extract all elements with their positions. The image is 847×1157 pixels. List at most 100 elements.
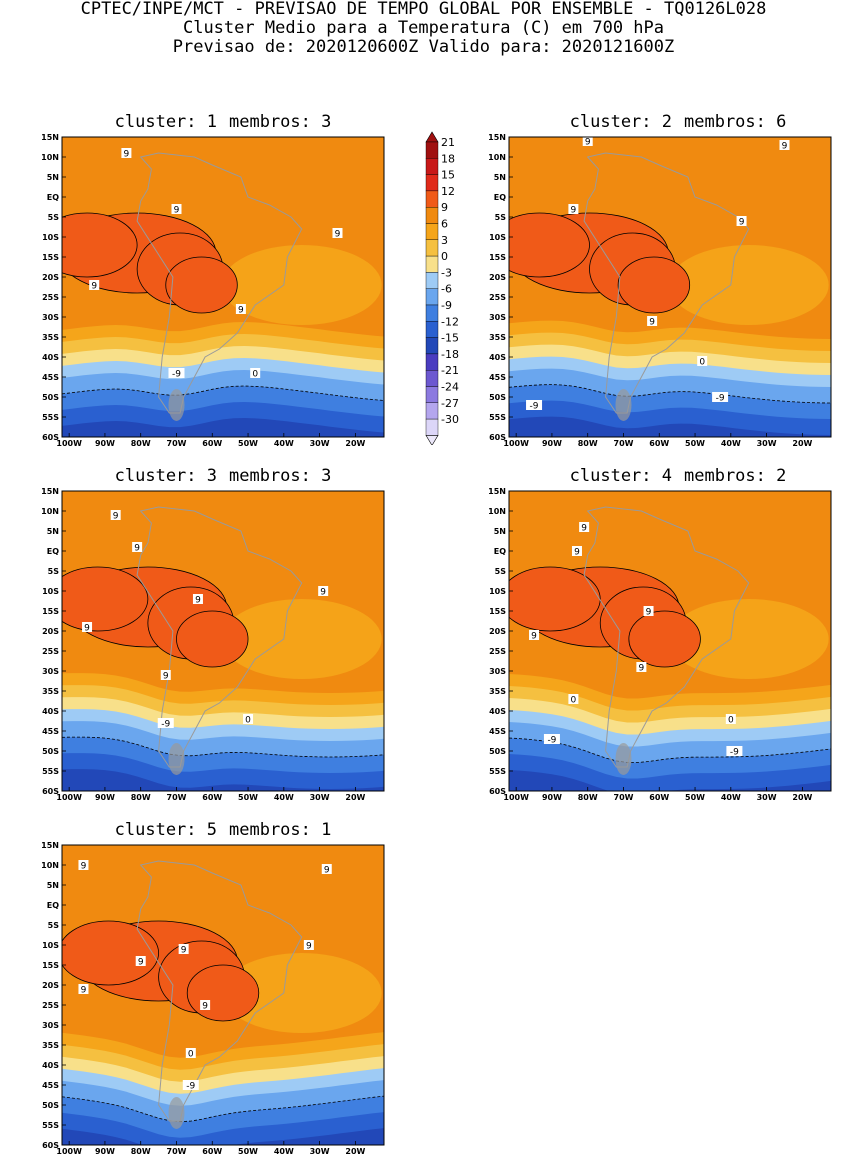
lon-tick-label: 100W [56, 439, 82, 447]
contour-label: 9 [736, 216, 747, 228]
lat-tick-label: 45S [42, 373, 59, 382]
colorbar-label: -21 [441, 364, 459, 377]
lat-tick-label: EQ [47, 901, 59, 910]
lon-tick-label: 50W [238, 793, 258, 801]
coastline [136, 506, 303, 768]
isoline-minus-9 [509, 384, 831, 404]
lon-tick-label: 50W [238, 1147, 258, 1156]
contour-label: 9 [647, 316, 658, 328]
lon-tick-label: 30W [310, 439, 330, 447]
lon-tick-label: 100W [56, 793, 82, 801]
isoline-minus-9 [62, 736, 384, 758]
panel-cluster-4: cluster: 4 membros: 2 9 9 9 9 9 0 0 -9 -9 15N 10N 5N… [447, 466, 847, 801]
lat-tick-label: 60S [489, 787, 506, 796]
contour-label: 9 [332, 228, 343, 240]
svg-text:-9: -9 [172, 370, 181, 380]
contour-label: 9 [579, 522, 590, 534]
svg-text:9: 9 [581, 524, 587, 534]
contour-label: 9 [318, 586, 329, 598]
contour-label: 0 [250, 368, 261, 380]
colorbar-swatch [425, 337, 439, 355]
lat-tick-label: EQ [47, 547, 59, 556]
lat-tick-label: 15S [42, 253, 59, 262]
warm-core-2 [509, 212, 590, 278]
lon-tick-label: 100W [56, 1147, 82, 1156]
lon-tick-label: 30W [310, 1147, 330, 1156]
lon-tick-label: 40W [274, 793, 294, 801]
svg-text:9: 9 [91, 282, 97, 292]
lat-tick-label: 25S [42, 293, 59, 302]
lat-tick-label: 10S [489, 233, 506, 242]
lat-tick-label: 45S [42, 727, 59, 736]
svg-text:9: 9 [138, 958, 144, 968]
lon-tick-label: 90W [542, 793, 562, 801]
band--15 [62, 1128, 384, 1145]
lat-tick-label: EQ [494, 193, 506, 202]
contour-label: 9 [643, 606, 654, 618]
lat-tick-label: 60S [489, 433, 506, 442]
lat-tick-label: 15N [41, 487, 59, 496]
lat-tick-label: 25S [489, 647, 506, 656]
warm-core-2 [62, 920, 159, 986]
panel-title: cluster: 3 membros: 3 [62, 466, 384, 486]
lat-tick-label: 15N [41, 133, 59, 142]
svg-text:9: 9 [324, 866, 330, 876]
lat-tick-label: 35S [489, 333, 506, 342]
lat-tick-label: 55S [42, 767, 59, 776]
coastline [583, 506, 750, 768]
svg-text:-9: -9 [161, 720, 170, 730]
svg-text:9: 9 [531, 632, 537, 642]
svg-text:9: 9 [134, 544, 140, 554]
colorbar-label: 12 [441, 185, 455, 198]
band-6-to-9 [668, 245, 829, 325]
lat-tick-label: 20S [42, 981, 59, 990]
lat-tick-label: 20S [42, 627, 59, 636]
lat-tick-label: 45S [489, 727, 506, 736]
lat-tick-label: 50S [489, 747, 506, 756]
lon-tick-label: 60W [649, 439, 669, 447]
lat-tick-label: 25S [42, 1001, 59, 1010]
contour-label: 9 [636, 662, 647, 674]
lon-tick-label: 40W [721, 793, 741, 801]
lon-tick-label: 40W [274, 439, 294, 447]
panel-membros-label: membros: 2 [684, 466, 787, 486]
contour-label: 9 [200, 1000, 211, 1012]
lon-tick-label: 60W [202, 439, 222, 447]
svg-text:0: 0 [728, 716, 734, 726]
contour-label: 9 [171, 204, 182, 216]
svg-text:0: 0 [188, 1050, 194, 1060]
plot-frame [61, 490, 385, 792]
lon-tick-label: 80W [131, 1147, 151, 1156]
warm-core-3 [628, 610, 701, 668]
colorbar-swatch [425, 321, 439, 338]
lon-tick-label: 80W [131, 793, 151, 801]
panel-membros-label: membros: 6 [684, 112, 787, 132]
lat-tick-label: 10S [42, 941, 59, 950]
lon-tick-label: 30W [757, 793, 777, 801]
lat-tick-label: 40S [489, 353, 506, 362]
temperature-field: 9 9 9 9 9 9 9 0 -9 [62, 845, 384, 1145]
panel-cluster-label: cluster: 3 [114, 466, 217, 486]
colorbar-label: 0 [441, 250, 448, 263]
colorbar-swatch [425, 158, 439, 175]
lat-tick-label: EQ [47, 193, 59, 202]
colorbar-label: -24 [441, 381, 459, 394]
contour-label: 9 [78, 860, 89, 872]
band--15 [509, 770, 831, 791]
lon-tick-label: 60W [202, 1147, 222, 1156]
lat-tick-label: 10N [41, 861, 59, 870]
lat-tick-label: 30S [42, 1021, 59, 1030]
svg-text:0: 0 [252, 370, 258, 380]
svg-text:-9: -9 [547, 736, 556, 746]
lat-tick-label: 50S [42, 747, 59, 756]
lat-tick-label: 40S [42, 707, 59, 716]
temperature-field: 9 9 9 9 9 0 0 -9 -9 [509, 491, 831, 791]
colorbar-label: 3 [441, 234, 448, 247]
contour-label: 9 [110, 510, 121, 522]
header-line-1: CPTEC/INPE/MCT - PREVISAO DE TEMPO GLOBA… [80, 0, 767, 19]
lat-tick-label: 10S [489, 587, 506, 596]
contour-label: 0 [697, 356, 708, 368]
lon-tick-label: 70W [614, 793, 634, 801]
colorbar-label: 21 [441, 136, 455, 149]
svg-text:9: 9 [571, 206, 577, 216]
